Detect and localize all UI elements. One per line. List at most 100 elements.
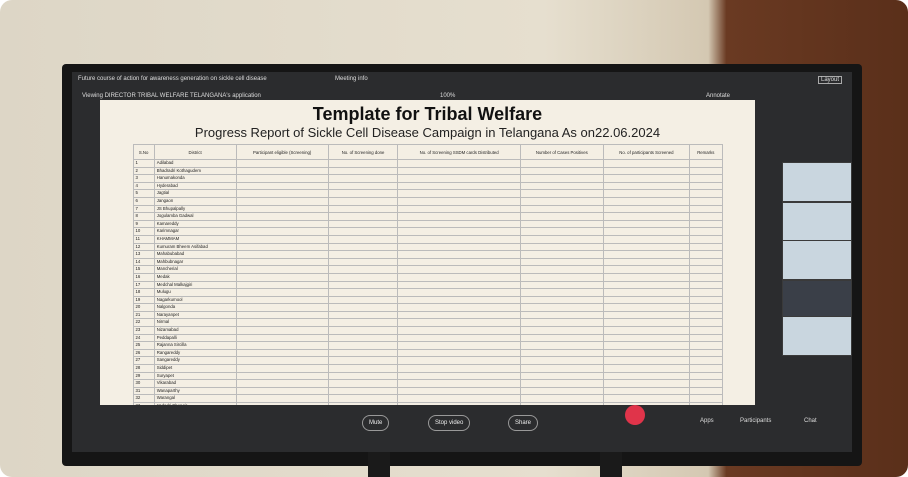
apps-button[interactable]: Apps (700, 418, 714, 424)
empty-cell (236, 182, 328, 190)
layout-button[interactable]: Layout (818, 76, 842, 84)
empty-cell (398, 342, 521, 350)
empty-cell (328, 403, 398, 406)
empty-cell (398, 365, 521, 373)
empty-cell (328, 273, 398, 281)
empty-cell (603, 342, 689, 350)
district-cell: Kamareddy (154, 220, 236, 228)
empty-cell (398, 197, 521, 205)
empty-cell (236, 372, 328, 380)
empty-cell (328, 319, 398, 327)
empty-cell (328, 220, 398, 228)
empty-cell (603, 403, 689, 406)
participants-button[interactable]: Participants (740, 418, 771, 424)
mute-button[interactable]: Mute (362, 415, 389, 431)
serial-cell: 15 (133, 266, 154, 274)
empty-cell (520, 160, 603, 168)
annotate-button[interactable]: Annotate (706, 93, 730, 99)
empty-cell (236, 403, 328, 406)
empty-cell (690, 258, 722, 266)
empty-cell (603, 228, 689, 236)
video-button[interactable]: Stop video (428, 415, 470, 431)
empty-cell (603, 175, 689, 183)
meeting-info[interactable]: Meeting info (335, 76, 368, 82)
empty-cell (236, 235, 328, 243)
empty-cell (328, 395, 398, 403)
share-button[interactable]: Share (508, 415, 538, 431)
empty-cell (690, 311, 722, 319)
empty-cell (690, 197, 722, 205)
leave-button[interactable] (625, 405, 645, 425)
empty-cell (236, 228, 328, 236)
empty-cell (328, 349, 398, 357)
empty-cell (328, 160, 398, 168)
empty-cell (690, 281, 722, 289)
empty-cell (236, 220, 328, 228)
empty-cell (328, 327, 398, 335)
district-cell: Sangareddy (154, 357, 236, 365)
empty-cell (520, 228, 603, 236)
table-row: 25Rajanna Sircilla (133, 342, 722, 350)
column-header: Number of Cases Positives (520, 145, 603, 160)
meeting-topic: Future course of action for awareness ge… (78, 76, 267, 82)
serial-cell: 20 (133, 304, 154, 312)
empty-cell (603, 243, 689, 251)
empty-cell (690, 296, 722, 304)
serial-cell: 16 (133, 273, 154, 281)
serial-cell: 5 (133, 190, 154, 198)
empty-cell (690, 220, 722, 228)
empty-cell (690, 289, 722, 297)
empty-cell (520, 258, 603, 266)
empty-cell (520, 334, 603, 342)
empty-cell (520, 403, 603, 406)
district-cell: Jangaon (154, 197, 236, 205)
empty-cell (690, 380, 722, 388)
empty-cell (236, 251, 328, 259)
empty-cell (603, 160, 689, 168)
empty-cell (328, 296, 398, 304)
empty-cell (328, 380, 398, 388)
empty-cell (236, 349, 328, 357)
empty-cell (328, 205, 398, 213)
empty-cell (398, 266, 521, 274)
empty-cell (603, 190, 689, 198)
empty-cell (520, 197, 603, 205)
empty-cell (328, 213, 398, 221)
empty-cell (328, 387, 398, 395)
empty-cell (690, 403, 722, 406)
serial-cell: 17 (133, 281, 154, 289)
empty-cell (603, 365, 689, 373)
empty-cell (690, 205, 722, 213)
empty-cell (398, 205, 521, 213)
empty-cell (690, 175, 722, 183)
table-row: 31Wanaparthy (133, 387, 722, 395)
empty-cell (690, 304, 722, 312)
chat-button[interactable]: Chat (804, 418, 817, 424)
empty-cell (520, 251, 603, 259)
district-cell: Peddapalli (154, 334, 236, 342)
empty-cell (328, 372, 398, 380)
empty-cell (520, 342, 603, 350)
serial-cell: 12 (133, 243, 154, 251)
empty-cell (236, 342, 328, 350)
empty-cell (520, 327, 603, 335)
empty-cell (520, 296, 603, 304)
empty-cell (398, 304, 521, 312)
empty-cell (603, 334, 689, 342)
empty-cell (398, 387, 521, 395)
zoom-level[interactable]: 100% (440, 93, 455, 99)
empty-cell (398, 380, 521, 388)
district-cell: Warangal (154, 395, 236, 403)
empty-cell (236, 319, 328, 327)
empty-cell (690, 160, 722, 168)
empty-cell (236, 311, 328, 319)
